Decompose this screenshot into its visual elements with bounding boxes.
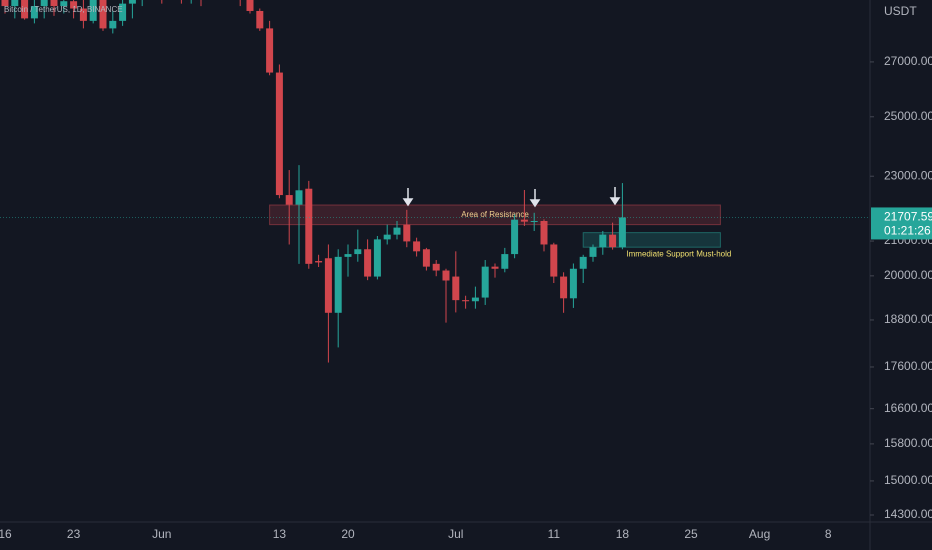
candle-body — [589, 247, 597, 257]
candle-body — [364, 249, 372, 277]
candle-body — [89, 0, 97, 21]
y-tick-label: 15800.00 — [884, 436, 932, 450]
candle-body — [520, 219, 528, 222]
candle-body — [373, 239, 381, 277]
candle-body — [403, 224, 411, 242]
candle-body — [285, 195, 293, 205]
countdown-label: 01:21:26 — [884, 224, 931, 238]
y-tick-label: 23000.00 — [884, 168, 932, 182]
x-tick-label: 18 — [616, 527, 630, 541]
candle-body — [344, 254, 352, 257]
zone — [582, 232, 721, 248]
candle-body — [432, 263, 440, 271]
plot-area: Area of Resistance Immediate Support Must… — [0, 0, 870, 363]
x-tick-label: 23 — [67, 527, 81, 541]
candle-body — [79, 8, 87, 21]
last-price-label: 21707.59 — [884, 210, 932, 224]
candle-body — [511, 219, 519, 255]
candle-body — [354, 249, 362, 255]
candle-body — [119, 3, 127, 21]
y-tick-label: 27000.00 — [884, 54, 932, 68]
y-tick-label: 25000.00 — [884, 109, 932, 123]
candle-body — [70, 1, 78, 9]
candle-body — [109, 20, 117, 29]
zone-label: Immediate Support Must-hold — [626, 249, 731, 258]
chart-title: Bitcoin / TetherUS, 1D, BINANCE — [4, 5, 123, 14]
candle-body — [618, 217, 626, 248]
candle-body — [599, 234, 607, 248]
candle-body — [275, 72, 283, 196]
x-tick-label: Jul — [448, 527, 463, 541]
candle-body — [462, 300, 470, 302]
candle-body — [256, 10, 264, 29]
candle-body — [501, 254, 509, 269]
candle-body — [50, 0, 58, 7]
candle-body — [324, 258, 332, 313]
candle-body — [550, 244, 558, 277]
candle-body — [60, 1, 68, 7]
x-tick-label: 11 — [548, 527, 561, 541]
y-axis-label: USDT — [884, 4, 917, 18]
candle-body — [99, 0, 107, 29]
zone — [269, 204, 721, 226]
zone-label: Area of Resistance — [461, 210, 529, 219]
candle-body — [569, 268, 577, 299]
candle-body — [471, 297, 479, 302]
candle-body — [295, 190, 303, 205]
candle-body — [560, 276, 568, 299]
y-tick-label: 20000.00 — [884, 268, 932, 282]
x-tick-label: 25 — [684, 527, 698, 541]
y-tick-label: 16600.00 — [884, 401, 932, 415]
candle-body — [11, 0, 19, 7]
candle-body — [422, 249, 430, 267]
x-tick-label: 13 — [273, 527, 287, 541]
candle-body — [21, 0, 29, 19]
candle-body — [442, 270, 450, 281]
candle-body — [266, 28, 274, 73]
candle-body — [491, 266, 499, 269]
candle-body — [413, 241, 421, 252]
last-price-box — [871, 207, 932, 240]
candle-body — [452, 276, 460, 301]
candle-body — [383, 234, 391, 240]
x-tick-label: 8 — [825, 527, 832, 541]
candle-body — [393, 227, 401, 235]
candle-body — [579, 256, 587, 269]
y-tick-label: 15000.00 — [884, 473, 932, 487]
candle-body — [1, 0, 9, 7]
x-tick-label: 16 — [0, 527, 12, 541]
y-tick-label: 18800.00 — [884, 312, 932, 326]
candle-body — [481, 266, 489, 298]
x-tick-label: 20 — [341, 527, 355, 541]
x-tick-label: Jun — [152, 527, 171, 541]
candle-body — [30, 6, 38, 19]
candle-body — [540, 220, 548, 245]
candle-body — [530, 220, 538, 222]
candle-body — [334, 256, 342, 313]
candle-body — [246, 0, 254, 11]
y-tick-label: 14300.00 — [884, 507, 932, 521]
candle-body — [40, 0, 48, 7]
x-tick-label: Aug — [749, 527, 770, 541]
candle-body — [128, 0, 136, 4]
y-tick-label: 17600.00 — [884, 359, 932, 373]
candle-body — [315, 261, 323, 263]
candle-body — [609, 234, 617, 248]
arrow-annotations — [402, 187, 621, 208]
candle-body — [305, 188, 313, 264]
